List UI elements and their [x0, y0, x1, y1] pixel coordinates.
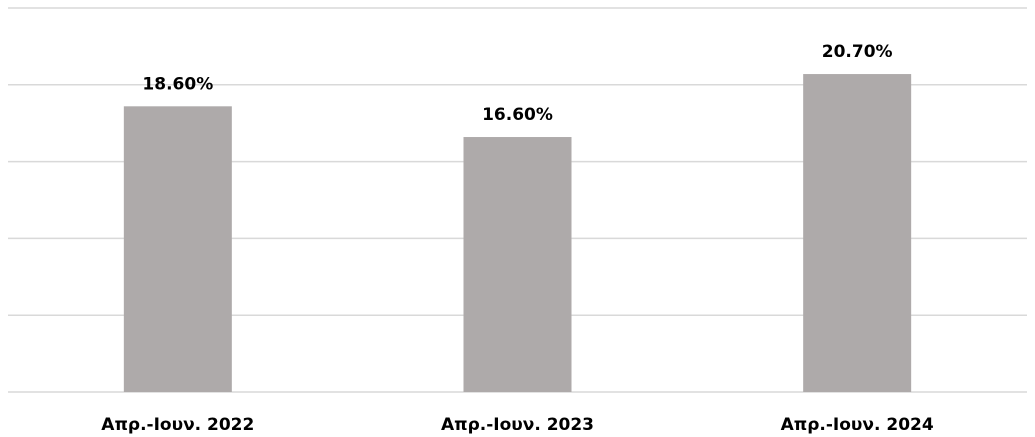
- data-labels: 18.60% 16.60% 20.70%: [142, 42, 892, 125]
- x-tick-label: Απρ.-Ιουν. 2024: [781, 415, 934, 435]
- x-tick-label: Απρ.-Ιουν. 2022: [101, 415, 254, 435]
- data-label: 16.60%: [482, 105, 553, 125]
- x-tick-label: Απρ.-Ιουν. 2023: [441, 415, 594, 435]
- bars: [123, 74, 912, 392]
- category-labels: Απρ.-Ιουν. 2022 Απρ.-Ιουν. 2023 Απρ.-Ιουν.…: [101, 415, 934, 435]
- bar: [803, 74, 912, 392]
- data-label: 20.70%: [822, 42, 893, 62]
- bar: [463, 137, 572, 392]
- data-label: 18.60%: [142, 74, 213, 94]
- bar: [123, 106, 232, 392]
